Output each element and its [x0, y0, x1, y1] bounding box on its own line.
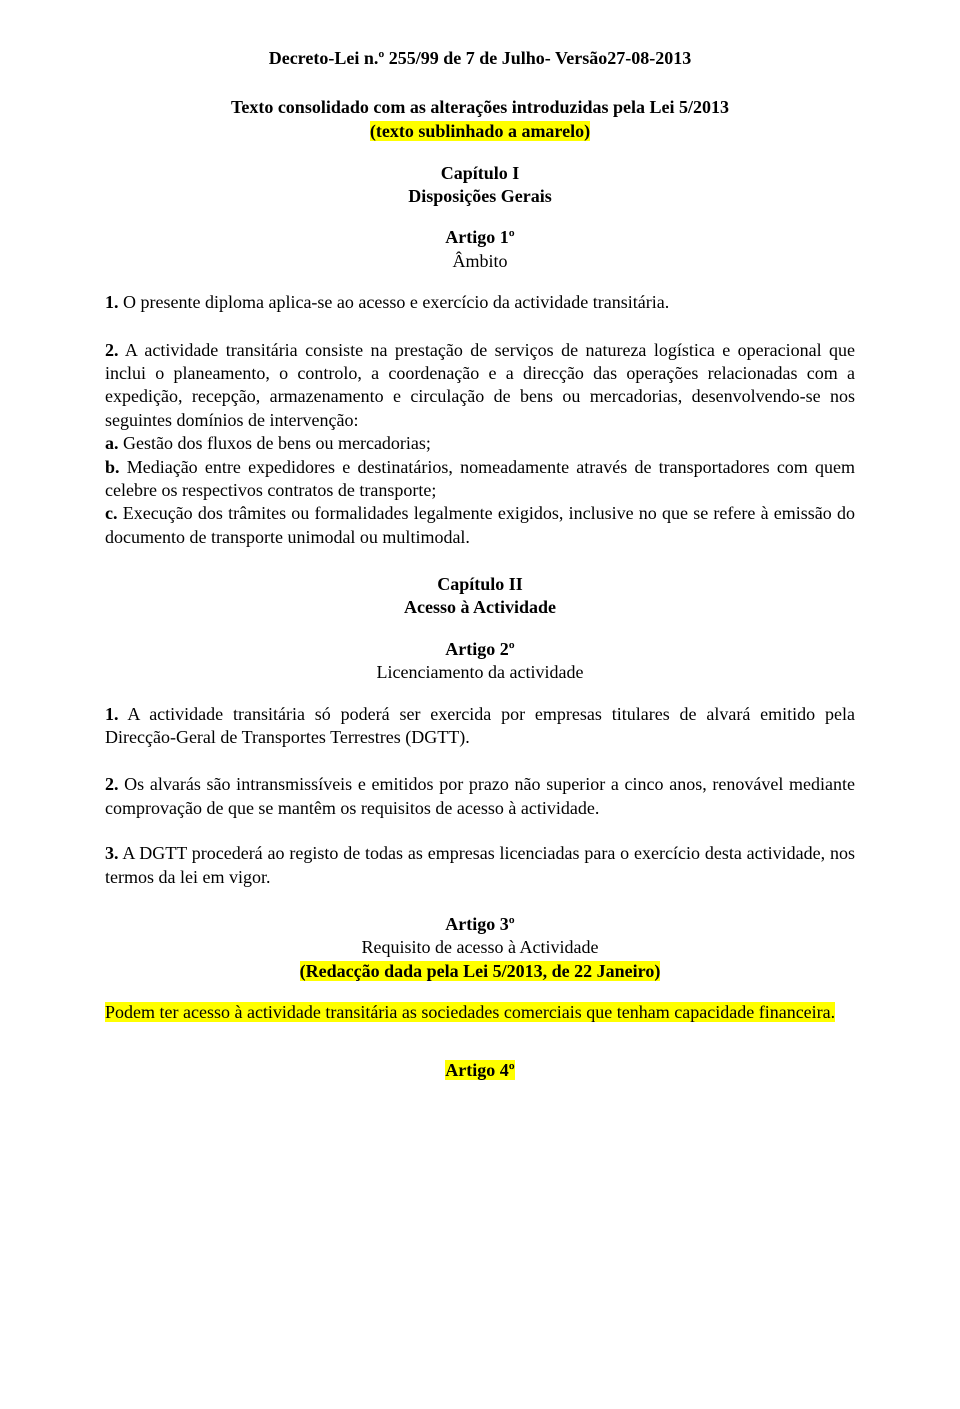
art-2-name: Licenciamento da actividade: [377, 662, 584, 682]
art1-p1: 1. O presente diploma aplica-se ao acess…: [105, 291, 855, 314]
subtitle-block: Texto consolidado com as alterações intr…: [105, 95, 855, 144]
art-4-label: Artigo 4º: [445, 1060, 514, 1080]
art1-p2-lead: A actividade transitária consiste na pre…: [105, 340, 855, 430]
chapter-1-name: Disposições Gerais: [408, 186, 552, 206]
art3-body: Podem ter acesso à actividade transitári…: [105, 1001, 855, 1024]
art1-c-num: c.: [105, 503, 118, 523]
art1-a-text: Gestão dos fluxos de bens ou mercadorias…: [119, 433, 431, 453]
art1-b-text: Mediação entre expedidores e destinatári…: [105, 457, 855, 500]
art2-p1-text: A actividade transitária só poderá ser e…: [105, 704, 855, 747]
art3-body-hl: Podem ter acesso à actividade transitári…: [105, 1002, 835, 1022]
art-3-head: Artigo 3º Requisito de acesso à Activida…: [105, 913, 855, 983]
art-2-head: Artigo 2º Licenciamento da actividade: [105, 638, 855, 685]
art-1-name: Âmbito: [452, 251, 507, 271]
art-1-label: Artigo 1º: [445, 227, 514, 247]
art2-p2-text: Os alvarás são intransmissíveis e emitid…: [105, 774, 855, 817]
art-1-head: Artigo 1º Âmbito: [105, 226, 855, 273]
art1-p1-num: 1.: [105, 292, 119, 312]
art2-p3-text: A DGTT procederá ao registo de todas as …: [105, 843, 855, 886]
art1-a-num: a.: [105, 433, 119, 453]
chapter-2-name: Acesso à Actividade: [404, 597, 556, 617]
art1-p2: 2. A actividade transitária consiste na …: [105, 339, 855, 550]
art2-p2-num: 2.: [105, 774, 119, 794]
art-4-head: Artigo 4º: [105, 1059, 855, 1082]
art2-p1: 1. A actividade transitária só poderá se…: [105, 703, 855, 750]
art-2-label: Artigo 2º: [445, 639, 514, 659]
art-3-highlight-note: (Redacção dada pela Lei 5/2013, de 22 Ja…: [300, 961, 661, 981]
art2-p23: 2. Os alvarás são intransmissíveis e emi…: [105, 773, 855, 889]
art-3-label: Artigo 3º: [445, 914, 514, 934]
doc-title: Decreto-Lei n.º 255/99 de 7 de Julho- Ve…: [105, 48, 855, 69]
art1-p1-text: O presente diploma aplica-se ao acesso e…: [119, 292, 670, 312]
art1-p2-num: 2.: [105, 340, 119, 360]
art1-b-num: b.: [105, 457, 120, 477]
art-3-name: Requisito de acesso à Actividade: [362, 937, 599, 957]
subtitle-highlight: (texto sublinhado a amarelo): [370, 121, 590, 141]
chapter-2-label: Capítulo II: [437, 574, 523, 594]
chapter-1-label: Capítulo I: [441, 163, 520, 183]
art2-p1-num: 1.: [105, 704, 119, 724]
art1-c-text: Execução dos trâmites ou formalidades le…: [105, 503, 855, 546]
chapter-2-head: Capítulo II Acesso à Actividade: [105, 573, 855, 620]
chapter-1-head: Capítulo I Disposições Gerais: [105, 162, 855, 209]
art2-p3-num: 3.: [105, 843, 119, 863]
subtitle-line1: Texto consolidado com as alterações intr…: [231, 97, 729, 117]
